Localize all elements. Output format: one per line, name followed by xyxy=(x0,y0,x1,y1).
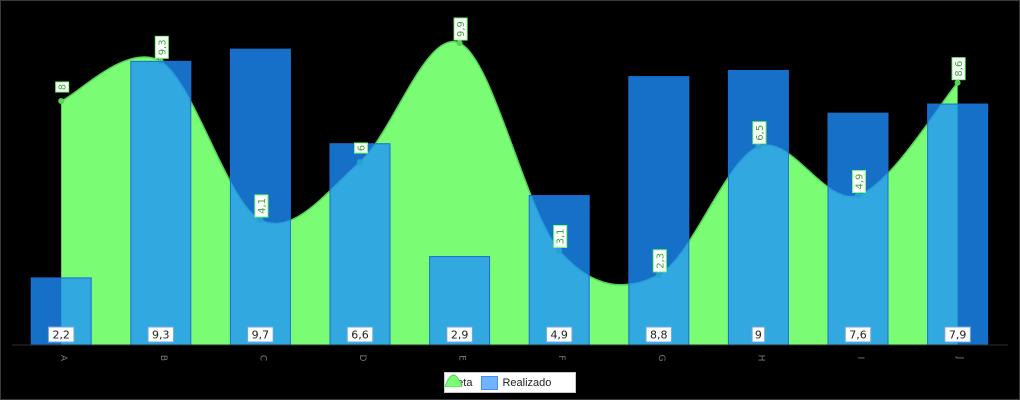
meta-data-label-F: 3,1 xyxy=(553,224,568,248)
meta-point-E[interactable] xyxy=(456,40,463,47)
x-tick-label-F: F xyxy=(556,355,566,360)
svg-text:6,6: 6,6 xyxy=(351,329,369,342)
svg-text:2,2: 2,2 xyxy=(52,329,70,342)
meta-data-label-H: 6,5 xyxy=(752,121,767,145)
meta-data-label-D: 6 xyxy=(354,142,368,154)
svg-text:9,9: 9,9 xyxy=(456,21,467,37)
meta-line xyxy=(60,40,959,286)
meta-data-label-E: 9,9 xyxy=(453,17,468,41)
realizado-bar-B[interactable] xyxy=(130,60,192,346)
x-tick-label-J: J xyxy=(955,356,965,360)
realizado-bar-F[interactable] xyxy=(528,195,590,346)
meta-data-label-I: 4,9 xyxy=(852,170,866,194)
realizado-data-label-C: 9,7 xyxy=(247,326,274,343)
meta-data-label-C: 4,1 xyxy=(254,194,269,218)
svg-text:9,3: 9,3 xyxy=(157,39,168,55)
realizado-data-label-J: 7,9 xyxy=(944,326,971,343)
x-tick-label-A: A xyxy=(58,355,68,362)
svg-text:6,5: 6,5 xyxy=(755,125,766,141)
realizado-data-label-A: 2,2 xyxy=(47,326,75,343)
realizado-bar-icon xyxy=(481,375,499,390)
realizado-data-label-E: 2,9 xyxy=(446,326,473,343)
meta-point-A[interactable] xyxy=(58,98,65,104)
realizado-data-label-H: 9 xyxy=(751,326,766,343)
svg-text:8: 8 xyxy=(58,84,69,90)
meta-data-label-J: 8,6 xyxy=(951,57,966,81)
meta-data-label-B: 9,3 xyxy=(154,35,169,59)
x-tick-label-D: D xyxy=(357,355,367,362)
realizado-bar-layer xyxy=(30,48,989,346)
meta-area-icon xyxy=(445,374,462,387)
realizado-data-label-F: 4,9 xyxy=(545,326,573,343)
svg-text:9,7: 9,7 xyxy=(252,329,270,342)
realizado-data-label-I: 7,6 xyxy=(844,326,872,343)
svg-text:3,1: 3,1 xyxy=(556,228,567,244)
svg-text:8,6: 8,6 xyxy=(954,61,965,77)
x-tick-label-C: C xyxy=(257,355,267,361)
x-tick-label-H: H xyxy=(755,355,765,362)
realizado-bar-H[interactable] xyxy=(727,70,789,346)
meta-data-label-G: 2,3 xyxy=(652,249,667,273)
realizado-data-label-G: 8,8 xyxy=(645,326,673,343)
svg-text:2,3: 2,3 xyxy=(655,253,666,269)
svg-text:4,1: 4,1 xyxy=(257,198,268,214)
meta-area xyxy=(61,41,958,345)
x-axis: A B C D E F G H I J xyxy=(12,344,1008,362)
realizado-data-label-D: 6,6 xyxy=(346,326,374,343)
legend-label-realizado: Realizado xyxy=(502,376,552,389)
realizado-bar-I[interactable] xyxy=(827,112,889,346)
svg-text:2,9: 2,9 xyxy=(451,329,469,342)
svg-text:9: 9 xyxy=(755,329,762,342)
svg-text:4,9: 4,9 xyxy=(855,174,866,190)
x-tick-label-G: G xyxy=(656,355,666,362)
x-tick-label-E: E xyxy=(457,355,467,361)
realizado-bar-D[interactable] xyxy=(329,143,391,346)
realizado-bar-G[interactable] xyxy=(628,76,690,346)
svg-text:8,8: 8,8 xyxy=(650,329,668,342)
legend-item-meta[interactable]: Meta xyxy=(445,374,472,389)
svg-text:6: 6 xyxy=(357,145,368,151)
svg-text:4,9: 4,9 xyxy=(550,329,568,342)
realizado-bar-J[interactable] xyxy=(927,103,989,346)
x-tick-label-B: B xyxy=(158,355,168,361)
data-label-layer: 2,2 9,3 9,7 6,6 2,9 4,9 8,8 9 7,6 7,9 8 9,3 4,1 6 9,9 3… xyxy=(47,17,971,343)
legend-item-realizado[interactable]: Realizado xyxy=(481,375,552,390)
meta-data-label-A: 8 xyxy=(55,81,70,93)
svg-text:7,9: 7,9 xyxy=(949,329,967,342)
realizado-data-label-B: 9,3 xyxy=(147,326,175,343)
x-tick-label-I: I xyxy=(855,357,865,360)
svg-text:7,6: 7,6 xyxy=(849,329,867,342)
meta-point-J[interactable] xyxy=(954,79,961,86)
legend: Meta Realizado xyxy=(444,372,576,393)
svg-text:9,3: 9,3 xyxy=(152,329,170,342)
meta-area-layer xyxy=(58,40,961,345)
